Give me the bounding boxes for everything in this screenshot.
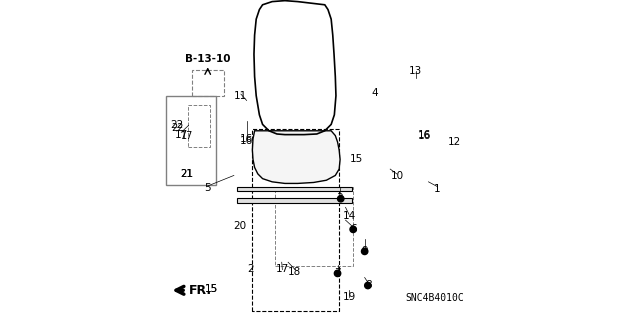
Text: 1: 1	[434, 184, 441, 194]
Text: 9: 9	[362, 246, 368, 256]
Text: SNC4B4010C: SNC4B4010C	[406, 293, 464, 303]
Bar	[193, 70, 224, 96]
Text: 13: 13	[409, 66, 422, 76]
Text: 21: 21	[180, 168, 193, 179]
Text: 6: 6	[350, 224, 356, 234]
Circle shape	[362, 248, 368, 255]
Text: 14: 14	[342, 211, 356, 221]
Text: 17: 17	[180, 130, 193, 141]
Text: 4: 4	[372, 87, 378, 98]
Text: 11: 11	[234, 91, 248, 101]
Bar	[188, 105, 210, 147]
Text: 16: 16	[240, 134, 253, 144]
Text: 17: 17	[276, 263, 289, 274]
Text: 15: 15	[205, 284, 218, 294]
Circle shape	[350, 226, 356, 233]
Bar	[166, 96, 216, 185]
Text: 17: 17	[175, 130, 188, 140]
Text: 8: 8	[365, 280, 372, 290]
Bar	[275, 187, 353, 266]
Text: 18: 18	[288, 267, 301, 277]
Text: 16: 16	[417, 130, 431, 141]
Circle shape	[334, 270, 340, 277]
Text: 2: 2	[248, 263, 254, 274]
Text: 22: 22	[171, 122, 183, 133]
Text: 19: 19	[342, 292, 356, 302]
Circle shape	[365, 282, 371, 289]
PathPatch shape	[252, 131, 340, 183]
Text: 16: 16	[417, 130, 431, 140]
Text: 5: 5	[204, 183, 211, 193]
Text: 16: 16	[240, 136, 253, 146]
PathPatch shape	[237, 187, 352, 191]
Text: B-13-10: B-13-10	[185, 54, 230, 64]
Text: 3: 3	[337, 193, 343, 204]
Text: 12: 12	[448, 137, 461, 147]
Text: 7: 7	[335, 268, 341, 278]
Text: 22: 22	[170, 120, 184, 130]
Text: 20: 20	[233, 221, 246, 231]
Text: 21: 21	[180, 169, 193, 179]
Text: FR.: FR.	[189, 284, 212, 297]
PathPatch shape	[237, 198, 352, 203]
Text: 15: 15	[205, 284, 218, 294]
Text: 10: 10	[390, 171, 404, 182]
Text: 15: 15	[350, 154, 364, 165]
Circle shape	[337, 196, 344, 202]
